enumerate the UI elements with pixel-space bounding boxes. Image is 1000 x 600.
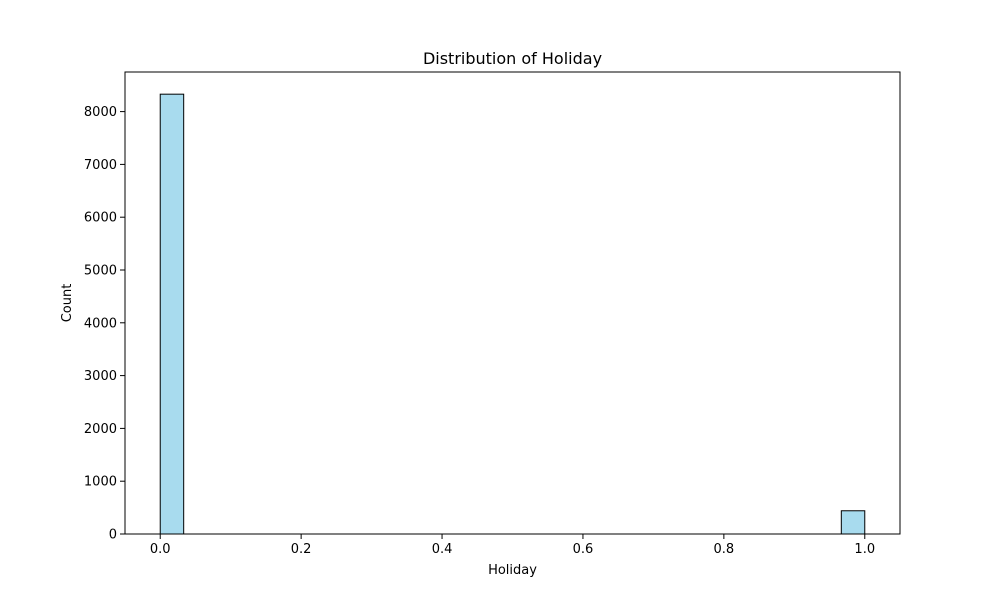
y-tick-label: 1000 xyxy=(84,475,117,490)
y-tick-label: 0 xyxy=(109,528,117,543)
plot-frame xyxy=(124,71,901,535)
y-axis-label: Count xyxy=(60,284,75,323)
x-axis-ticks: 0.0 0.2 0.4 0.6 0.8 1.0 xyxy=(150,534,875,557)
y-tick-label: 7000 xyxy=(84,158,117,173)
chart-title: Distribution of Holiday xyxy=(423,49,602,68)
x-tick-label: 1.0 xyxy=(854,542,875,557)
histogram-bar-1 xyxy=(840,510,866,535)
y-tick-label: 2000 xyxy=(84,422,117,437)
y-axis-ticks: 0 1000 2000 3000 4000 5000 6000 7000 8000 xyxy=(84,105,125,543)
x-tick-label: 0.2 xyxy=(291,542,312,557)
x-tick-label: 0.8 xyxy=(714,542,735,557)
histogram-bar-0 xyxy=(159,93,185,535)
x-tick-label: 0.4 xyxy=(432,542,453,557)
y-tick-label: 8000 xyxy=(84,105,117,120)
x-axis-label: Holiday xyxy=(488,563,537,578)
bars-group xyxy=(159,93,866,535)
y-tick-label: 3000 xyxy=(84,369,117,384)
y-tick-label: 5000 xyxy=(84,264,117,279)
x-tick-label: 0.6 xyxy=(573,542,594,557)
y-tick-label: 4000 xyxy=(84,316,117,331)
y-tick-label: 6000 xyxy=(84,211,117,226)
x-tick-label: 0.0 xyxy=(150,542,171,557)
